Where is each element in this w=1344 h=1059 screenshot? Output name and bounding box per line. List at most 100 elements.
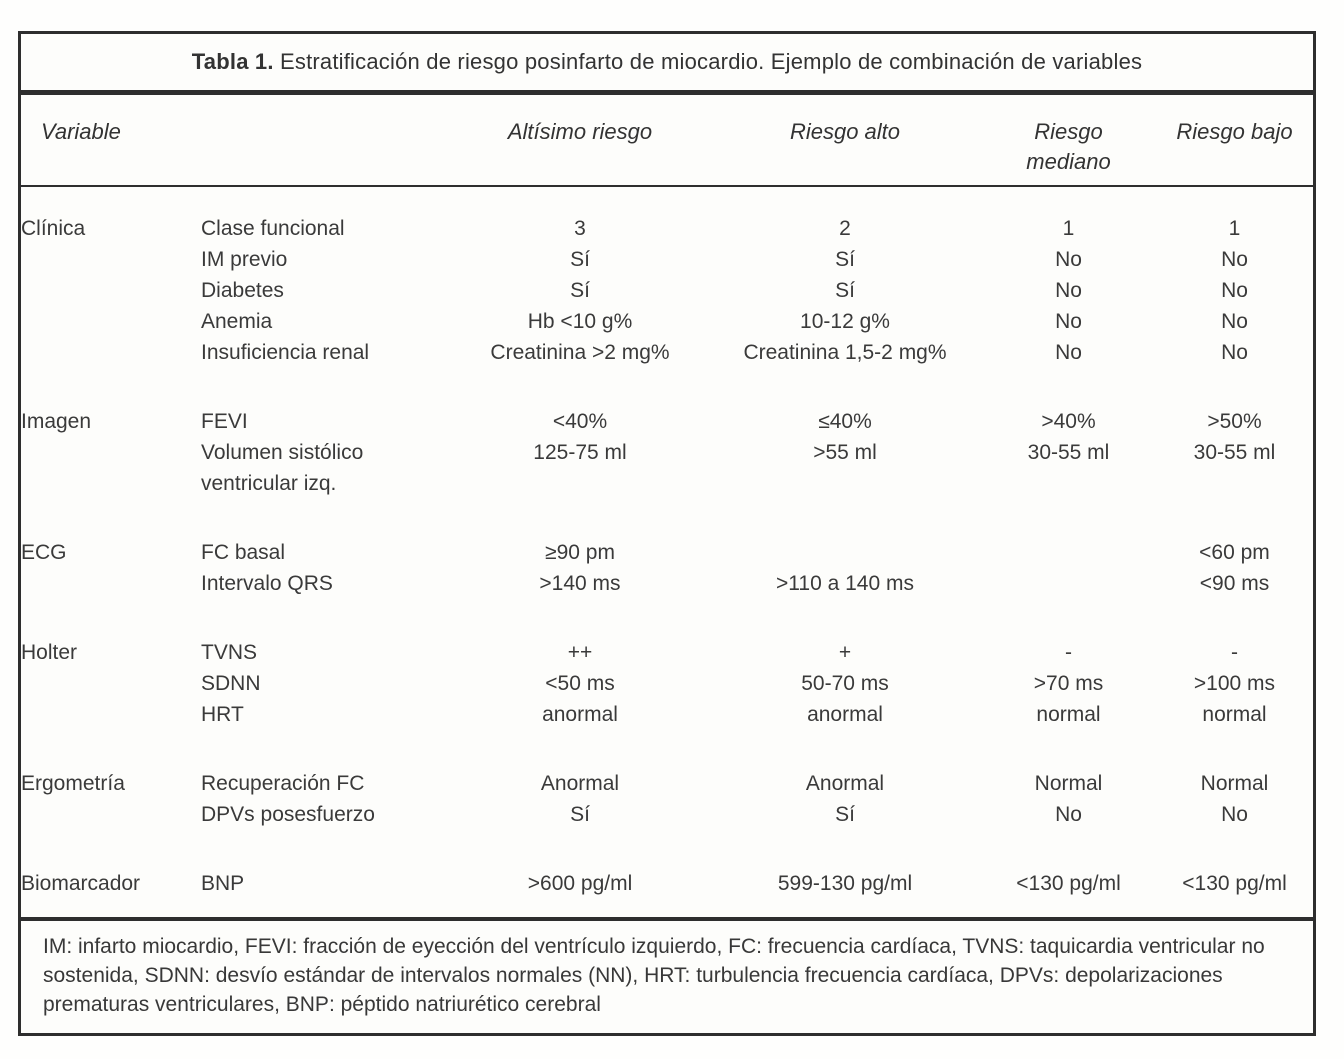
variable-cell: DPVs posesfuerzo — [201, 803, 375, 826]
value-cell: <130 pg/ml — [1016, 872, 1121, 895]
value-cell: ≤40% — [818, 410, 872, 433]
table-row: DPVs posesfuerzo Sí Sí No No — [21, 799, 1313, 830]
value-cell: No — [1055, 279, 1082, 302]
category-cell — [21, 244, 201, 275]
value-cell: <90 ms — [1199, 572, 1270, 595]
table-row: Imagen FEVI <40% ≤40% >40% >50% — [21, 368, 1313, 437]
value-cell: normal — [1202, 703, 1267, 726]
category-cell — [21, 668, 201, 699]
table-row: IM previo Sí Sí No No — [21, 244, 1313, 275]
value-cell: 30-55 ml — [1027, 441, 1110, 464]
variable-cell: Volumen sistólico ventricular izq. — [201, 441, 364, 495]
value-cell: anormal — [807, 703, 883, 726]
variable-cell: FC basal — [201, 541, 286, 564]
value-cell: Normal — [1200, 772, 1269, 795]
value-cell: No — [1221, 803, 1248, 826]
variable-cell: Insuficiencia renal — [201, 341, 370, 364]
value-cell: + — [838, 641, 852, 664]
value-cell: >70 ms — [1033, 672, 1104, 695]
value-cell: >140 ms — [539, 572, 621, 595]
value-cell: >40% — [1041, 410, 1096, 433]
column-header-variable: Variable — [21, 95, 201, 187]
value-cell: 2 — [839, 217, 851, 240]
value-cell — [709, 499, 981, 568]
category-cell: Imagen — [21, 410, 92, 433]
category-cell — [21, 337, 201, 368]
value-cell: <130 pg/ml — [1182, 872, 1287, 895]
variable-cell: IM previo — [201, 248, 288, 271]
variable-cell: HRT — [201, 703, 244, 726]
value-cell: 50-70 ms — [801, 672, 889, 695]
footnote: IM: infarto miocardio, FEVI: fracción de… — [21, 917, 1313, 1033]
table-header: Variable Altísimo riesgo Riesgo alto Rie… — [21, 95, 1313, 187]
value-cell: No — [1055, 248, 1082, 271]
value-cell: ≥90 pm — [545, 541, 615, 564]
value-cell: No — [1221, 248, 1248, 271]
value-cell: normal — [1036, 703, 1101, 726]
variable-cell: BNP — [201, 872, 245, 895]
column-header-riesgo-bajo: Riesgo bajo — [1156, 95, 1313, 187]
value-cell: >55 ml — [813, 441, 877, 464]
value-cell: Anormal — [805, 772, 885, 795]
category-cell: Holter — [21, 641, 78, 664]
value-cell: Sí — [570, 803, 590, 826]
column-header-riesgo-mediano: Riesgo mediano — [981, 95, 1156, 187]
column-header-riesgo-alto: Riesgo alto — [709, 95, 981, 187]
value-cell: 10-12 g% — [800, 310, 890, 333]
value-cell: Anormal — [540, 772, 620, 795]
category-cell — [21, 437, 201, 499]
table-row: Insuficiencia renal Creatinina >2 mg% Crea… — [21, 337, 1313, 368]
table-row: SDNN <50 ms 50-70 ms >70 ms >100 ms — [21, 668, 1313, 699]
value-cell: No — [1221, 279, 1248, 302]
variable-cell: Anemia — [201, 310, 273, 333]
table-row: Diabetes Sí Sí No No — [21, 275, 1313, 306]
value-cell: 599-130 pg/ml — [777, 872, 913, 895]
table-row: Biomarcador BNP >600 pg/ml 599-130 pg/ml <13… — [21, 830, 1313, 917]
value-cell: Sí — [570, 248, 590, 271]
value-cell: Creatinina >2 mg% — [490, 341, 670, 364]
value-cell: Sí — [570, 279, 590, 302]
value-cell: 1 — [1062, 217, 1075, 240]
table-body: Clínica Clase funcional 3 2 1 1 IM previo Sí Sí N… — [21, 186, 1313, 917]
category-cell: Ergometría — [21, 772, 125, 795]
header-row: Variable Altísimo riesgo Riesgo alto Rie… — [21, 95, 1313, 187]
value-cell: No — [1055, 310, 1082, 333]
value-cell: >50% — [1207, 410, 1262, 433]
value-cell: Sí — [835, 279, 855, 302]
value-cell: 30-55 ml — [1193, 441, 1276, 464]
category-cell: Biomarcador — [21, 872, 141, 895]
value-cell: >600 pg/ml — [527, 872, 633, 895]
column-header-spacer — [201, 95, 451, 187]
value-cell: No — [1221, 341, 1248, 364]
variable-cell: FEVI — [201, 410, 248, 433]
value-cell — [981, 499, 1156, 568]
table-row: HRT anormal anormal normal normal — [21, 699, 1313, 730]
table-row: Ergometría Recuperación FC Anormal Anormal N… — [21, 730, 1313, 799]
category-cell: ECG — [21, 541, 67, 564]
risk-stratification-table: Variable Altísimo riesgo Riesgo alto Rie… — [21, 95, 1313, 917]
table-title-text: Estratificación de riesgo posinfarto de … — [273, 49, 1143, 74]
value-cell: 3 — [574, 217, 586, 240]
table-title-label: Tabla 1. — [191, 49, 274, 74]
value-cell: - — [1065, 641, 1072, 664]
value-cell: 125-75 ml — [533, 441, 627, 464]
variable-cell: TVNS — [201, 641, 258, 664]
table-row: Intervalo QRS >140 ms >110 a 140 ms <90 ms — [21, 568, 1313, 599]
value-cell: No — [1055, 341, 1082, 364]
category-cell — [21, 799, 201, 830]
variable-cell: Recuperación FC — [201, 772, 365, 795]
value-cell — [981, 568, 1156, 599]
value-cell: ++ — [567, 641, 593, 664]
value-cell: anormal — [542, 703, 618, 726]
table-row: Clínica Clase funcional 3 2 1 1 — [21, 186, 1313, 244]
value-cell: >110 a 140 ms — [776, 572, 914, 595]
table-title: Tabla 1. Estratificación de riesgo posin… — [21, 34, 1313, 90]
value-cell: Sí — [835, 248, 855, 271]
table-row: Holter TVNS ++ + - - — [21, 599, 1313, 668]
value-cell: Creatinina 1,5-2 mg% — [743, 341, 947, 364]
table-row: Volumen sistólico ventricular izq. 125-75… — [21, 437, 1313, 499]
value-cell: <40% — [552, 410, 608, 433]
variable-cell: SDNN — [201, 672, 261, 695]
value-cell: Hb <10 g% — [527, 310, 633, 333]
